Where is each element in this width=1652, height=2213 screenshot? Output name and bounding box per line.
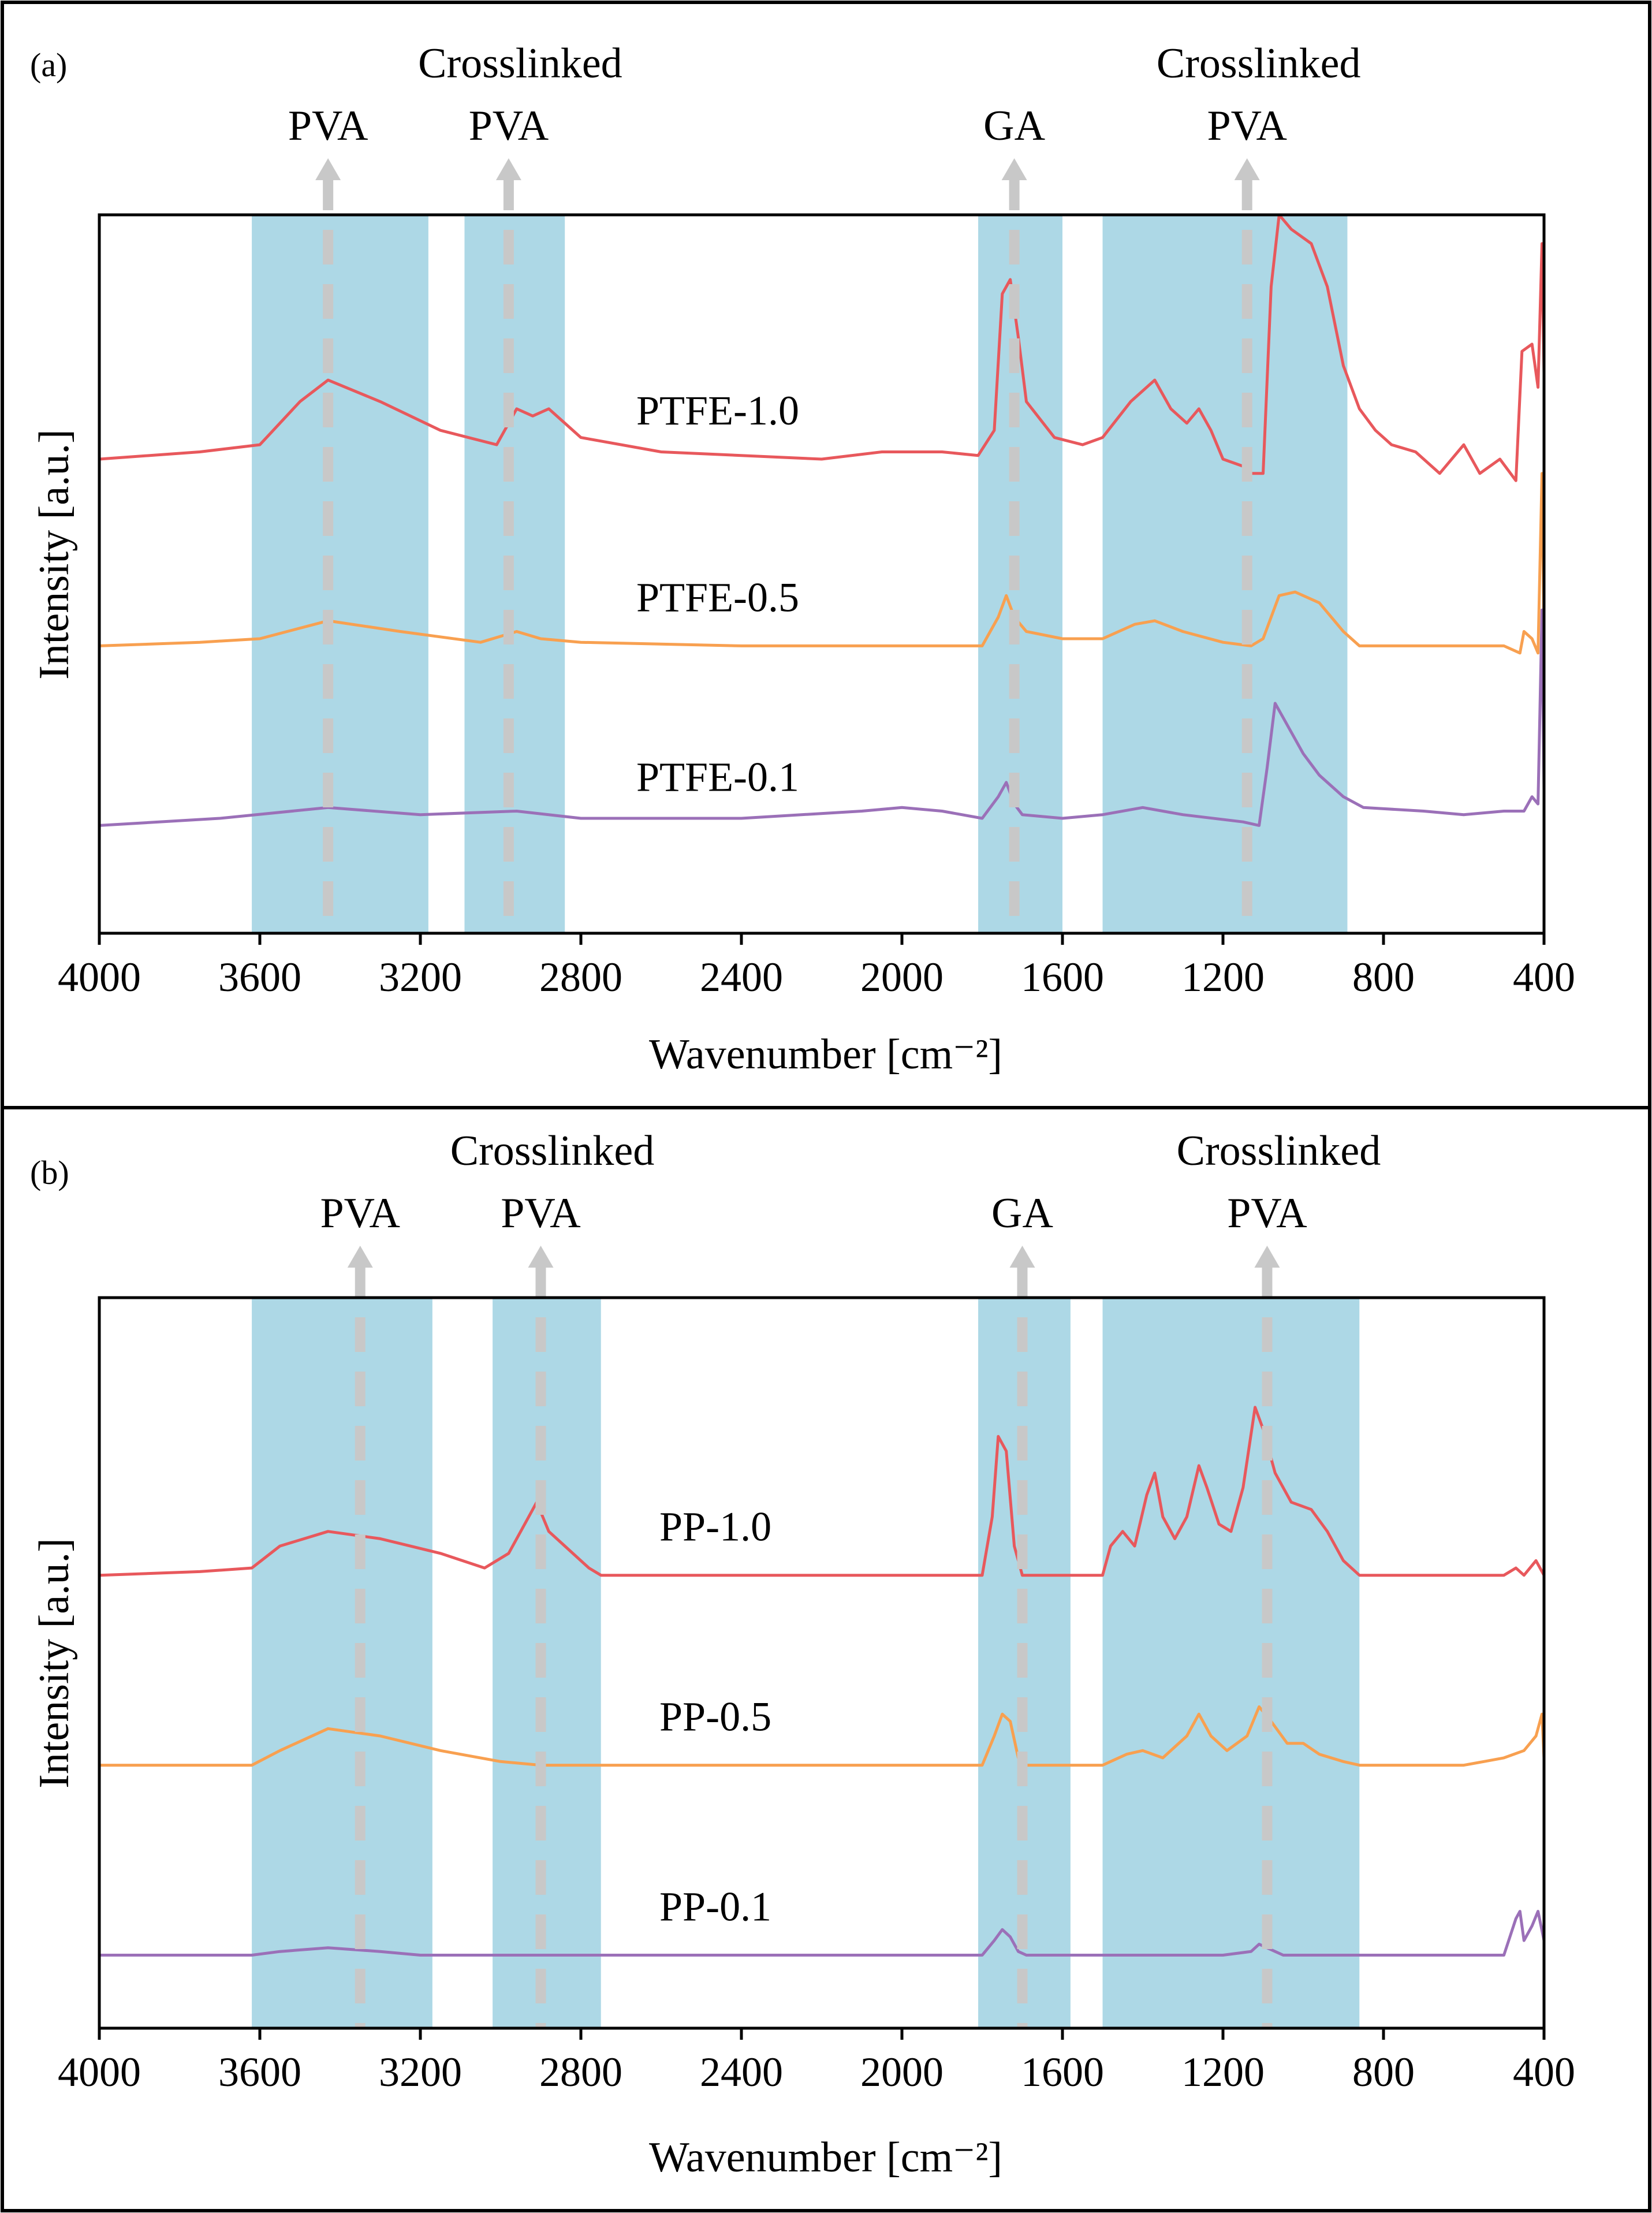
highlight-band [493, 1298, 601, 2028]
highlight-bands-b [252, 1298, 1360, 2028]
highlight-band [464, 215, 565, 933]
annotations-b: PVA Crosslinked PVA GA Crosslinked PVA [320, 1127, 1381, 1237]
x-tick-label: 2400 [700, 954, 783, 1000]
marker-arrowhead [1234, 158, 1260, 180]
x-ticks-b: 4000 3600 3200 2800 2400 2000 1600 1200 800 400 [58, 2028, 1575, 2095]
marker-arrowhead [1009, 1246, 1035, 1268]
series-line [99, 608, 1546, 827]
series-label: PTFE-0.1 [636, 754, 799, 800]
series-line [99, 1910, 1546, 1957]
marker-arrowhead [315, 158, 341, 180]
x-tick-label: 400 [1513, 2049, 1575, 2095]
x-tick-label: 1600 [1021, 2049, 1104, 2095]
series-label: PP-0.5 [659, 1694, 771, 1740]
marker-arrowhead [1001, 158, 1027, 180]
series-line [99, 472, 1546, 655]
annotations-a: PVA Crosslinked PVA GA Crosslinked PVA [288, 40, 1361, 150]
series-labels-a: PTFE-1.0 PTFE-0.5 PTFE-0.1 [636, 388, 799, 800]
dashed-markers-b [347, 1246, 1280, 2028]
annotation-label: Crosslinked [450, 1127, 655, 1175]
x-tick-label: 1200 [1181, 954, 1265, 1000]
series-line [99, 1705, 1546, 1767]
highlight-bands-a [252, 215, 1348, 933]
series-label: PTFE-0.5 [636, 574, 799, 620]
annotation-label: PVA [1227, 1190, 1307, 1237]
x-tick-label: 3600 [218, 954, 301, 1000]
annotation-label: PVA [1207, 102, 1287, 150]
plot-frame-b [98, 1296, 1546, 2030]
x-tick-label: 3200 [379, 2049, 462, 2095]
panel-label-a: (a) [30, 46, 67, 84]
annotation-label: Crosslinked [1157, 40, 1361, 87]
annotation-label: PVA [288, 102, 368, 150]
annotation-label: GA [983, 102, 1045, 150]
marker-arrowhead [1254, 1246, 1280, 1268]
series-line [99, 1406, 1546, 1577]
panel-a: (a) 4000 3600 3200 2800 2400 2000 1600 1200 800 4… [30, 40, 1575, 1078]
marker-arrowhead [495, 158, 521, 180]
series-line [99, 213, 1546, 482]
annotation-label: PVA [320, 1190, 401, 1237]
x-axis-title-a: Wavenumber [cm⁻²] [649, 1031, 1002, 1078]
y-axis-title-a: Intensity [a.u.] [31, 429, 78, 680]
x-tick-label: 2000 [860, 2049, 944, 2095]
plot-frame-a [98, 213, 1546, 935]
x-tick-label: 800 [1352, 954, 1415, 1000]
highlight-band [978, 215, 1062, 933]
x-ticks-a: 4000 3600 3200 2800 2400 2000 1600 1200 800 400 [58, 933, 1575, 1000]
annotation-label: PVA [501, 1190, 581, 1237]
x-tick-label: 1600 [1021, 954, 1104, 1000]
series-labels-b: PP-1.0 PP-0.5 PP-0.1 [659, 1504, 771, 1930]
x-tick-label: 2400 [700, 2049, 783, 2095]
marker-arrowhead [528, 1246, 554, 1268]
highlight-band [252, 215, 428, 933]
x-axis-title-b: Wavenumber [cm⁻²] [649, 2134, 1002, 2181]
dashed-markers-a [315, 158, 1260, 933]
highlight-band [1102, 215, 1348, 933]
annotation-label: PVA [469, 102, 549, 150]
series-layer-a [99, 213, 1546, 827]
x-tick-label: 2800 [539, 2049, 622, 2095]
series-label: PP-0.1 [659, 1884, 771, 1930]
x-tick-label: 4000 [58, 2049, 141, 2095]
x-tick-label: 2800 [539, 954, 622, 1000]
x-tick-label: 3200 [379, 954, 462, 1000]
x-tick-label: 3600 [218, 2049, 301, 2095]
y-axis-title-b: Intensity [a.u.] [31, 1538, 78, 1789]
marker-arrowhead [347, 1246, 373, 1268]
annotation-label: GA [991, 1190, 1053, 1237]
x-tick-label: 400 [1513, 954, 1575, 1000]
highlight-band [252, 1298, 432, 2028]
panel-label-b: (b) [30, 1154, 69, 1191]
x-tick-label: 800 [1352, 2049, 1415, 2095]
x-tick-label: 2000 [860, 954, 944, 1000]
series-layer-b [99, 1406, 1546, 1957]
x-tick-label: 4000 [58, 954, 141, 1000]
annotation-label: Crosslinked [1177, 1127, 1381, 1175]
highlight-band [1102, 1298, 1360, 2028]
panel-b: (b) 4000 3600 3200 2800 2400 2000 1600 1200 800 4… [30, 1127, 1575, 2181]
x-tick-label: 1200 [1181, 2049, 1265, 2095]
series-label: PTFE-1.0 [636, 388, 799, 434]
series-label: PP-1.0 [659, 1504, 771, 1550]
annotation-label: Crosslinked [418, 40, 622, 87]
